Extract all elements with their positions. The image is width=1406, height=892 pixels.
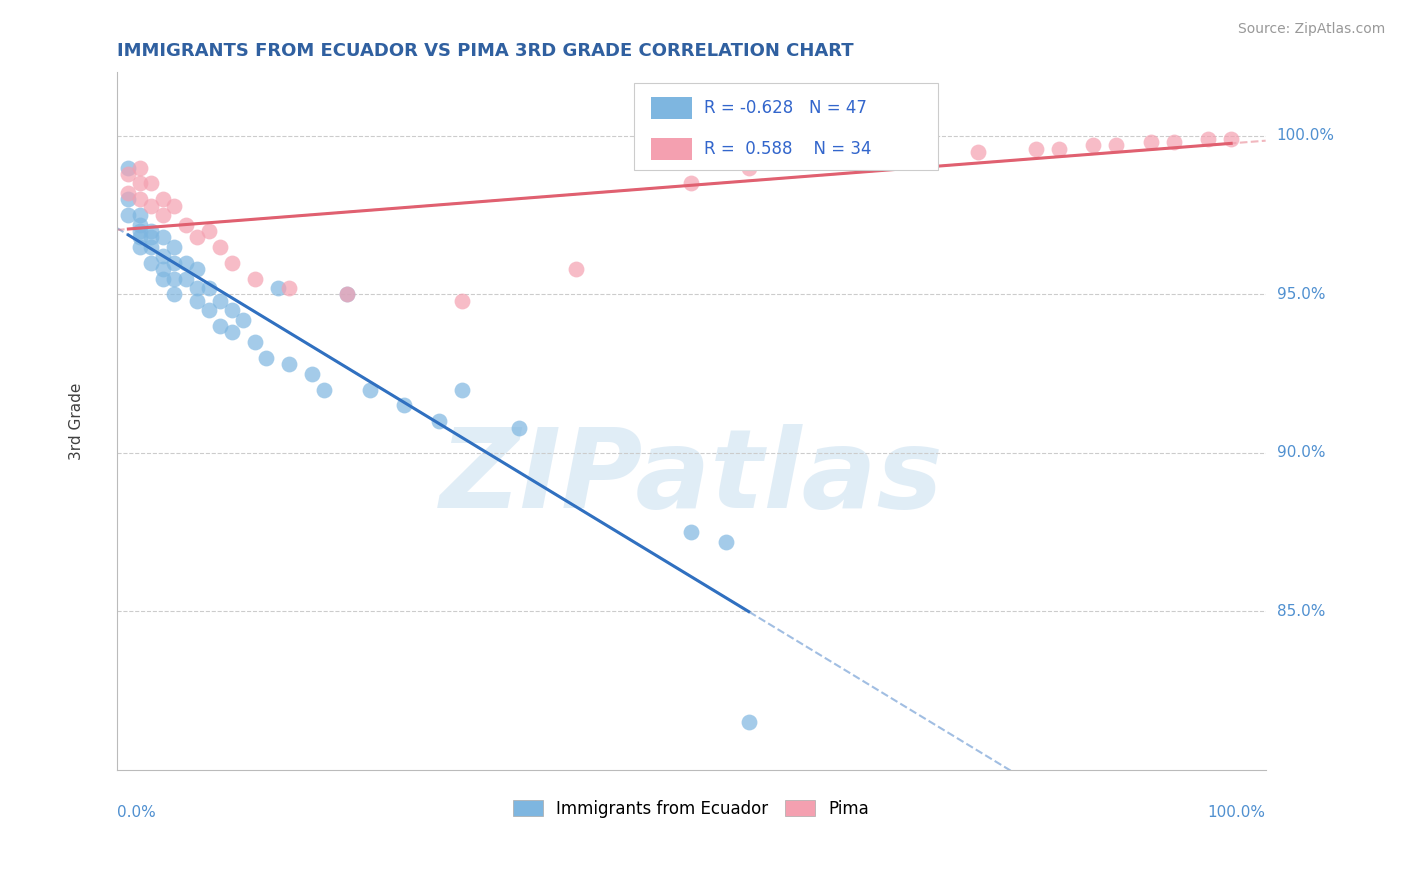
Point <box>1220 132 1243 146</box>
Point <box>141 224 163 238</box>
Text: IMMIGRANTS FROM ECUADOR VS PIMA 3RD GRADE CORRELATION CHART: IMMIGRANTS FROM ECUADOR VS PIMA 3RD GRAD… <box>117 42 853 60</box>
Point <box>128 208 150 222</box>
Point <box>128 177 150 191</box>
Point <box>152 208 174 222</box>
Text: 90.0%: 90.0% <box>1277 445 1326 460</box>
Point <box>117 167 139 181</box>
Point <box>141 255 163 269</box>
Point <box>336 287 359 301</box>
Text: 0.0%: 0.0% <box>117 805 156 820</box>
Point <box>221 255 243 269</box>
Point <box>565 262 588 277</box>
Point <box>128 218 150 232</box>
Point <box>427 414 450 428</box>
Point <box>1163 135 1185 149</box>
Point <box>163 240 186 254</box>
Text: 100.0%: 100.0% <box>1277 128 1334 144</box>
Point <box>152 230 174 244</box>
Point <box>128 224 150 238</box>
Point <box>174 218 197 232</box>
Point <box>209 319 232 334</box>
Point <box>128 230 150 244</box>
Point <box>254 351 277 365</box>
Point <box>1083 138 1105 153</box>
Point <box>141 177 163 191</box>
Point <box>163 255 186 269</box>
Point <box>232 312 254 326</box>
Point <box>1047 142 1070 156</box>
Point <box>738 161 761 175</box>
Text: 100.0%: 100.0% <box>1208 805 1265 820</box>
Point <box>197 224 219 238</box>
Text: R =  0.588    N = 34: R = 0.588 N = 34 <box>704 140 872 158</box>
Point <box>243 334 266 349</box>
Text: 85.0%: 85.0% <box>1277 604 1324 619</box>
Point <box>117 186 139 200</box>
Point <box>117 208 139 222</box>
Point <box>392 398 415 412</box>
Point <box>714 534 737 549</box>
Text: 3rd Grade: 3rd Grade <box>69 383 84 460</box>
Point <box>738 715 761 730</box>
Point <box>163 198 186 212</box>
Point <box>197 281 219 295</box>
Point <box>152 262 174 277</box>
Point <box>681 177 703 191</box>
Point <box>186 281 208 295</box>
Point <box>128 240 150 254</box>
Text: 95.0%: 95.0% <box>1277 287 1326 301</box>
Point <box>186 230 208 244</box>
Point <box>186 293 208 308</box>
Point <box>450 293 472 308</box>
Point <box>794 154 817 169</box>
Point <box>267 281 290 295</box>
Point <box>209 293 232 308</box>
Point <box>301 367 323 381</box>
Point <box>128 192 150 206</box>
Point <box>163 271 186 285</box>
Point <box>278 281 301 295</box>
Point <box>852 148 875 162</box>
Legend: Immigrants from Ecuador, Pima: Immigrants from Ecuador, Pima <box>506 793 876 824</box>
Text: R = -0.628   N = 47: R = -0.628 N = 47 <box>704 99 866 117</box>
Point <box>152 192 174 206</box>
FancyBboxPatch shape <box>651 137 692 160</box>
Point <box>186 262 208 277</box>
FancyBboxPatch shape <box>634 83 938 170</box>
Point <box>681 525 703 540</box>
Point <box>243 271 266 285</box>
Point <box>1139 135 1161 149</box>
Point <box>117 192 139 206</box>
Point <box>278 357 301 371</box>
Point <box>152 271 174 285</box>
Point <box>508 420 530 434</box>
Point <box>312 383 335 397</box>
Point <box>359 383 381 397</box>
Text: Source: ZipAtlas.com: Source: ZipAtlas.com <box>1237 22 1385 37</box>
Text: ZIPatlas: ZIPatlas <box>440 424 943 531</box>
Point <box>174 255 197 269</box>
Point <box>197 303 219 318</box>
Point <box>450 383 472 397</box>
FancyBboxPatch shape <box>651 97 692 120</box>
Point <box>163 287 186 301</box>
Point <box>221 303 243 318</box>
Point <box>1197 132 1219 146</box>
Point <box>128 161 150 175</box>
Point <box>1025 142 1047 156</box>
Point <box>174 271 197 285</box>
Point <box>967 145 990 159</box>
Point <box>141 240 163 254</box>
Point <box>1105 138 1128 153</box>
Point <box>209 240 232 254</box>
Point <box>141 198 163 212</box>
Point <box>117 161 139 175</box>
Point <box>221 326 243 340</box>
Point <box>141 230 163 244</box>
Point <box>152 249 174 263</box>
Point <box>910 151 932 165</box>
Point <box>336 287 359 301</box>
